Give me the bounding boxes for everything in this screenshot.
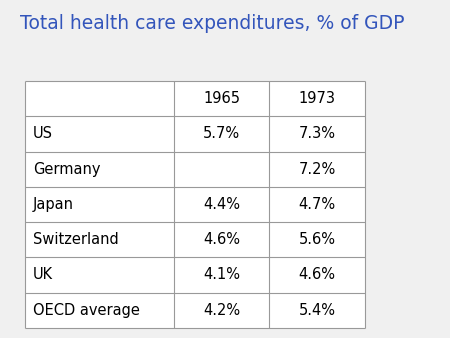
Text: 4.2%: 4.2% bbox=[203, 303, 240, 318]
Text: 5.7%: 5.7% bbox=[203, 126, 240, 142]
Text: UK: UK bbox=[33, 267, 53, 283]
Text: Switzerland: Switzerland bbox=[33, 232, 119, 247]
Text: 1965: 1965 bbox=[203, 91, 240, 106]
Text: US: US bbox=[33, 126, 53, 142]
Text: 1973: 1973 bbox=[298, 91, 335, 106]
Text: 4.4%: 4.4% bbox=[203, 197, 240, 212]
Text: Total health care expenditures, % of GDP: Total health care expenditures, % of GDP bbox=[20, 14, 405, 32]
Bar bbox=[25, 81, 364, 328]
Text: 4.6%: 4.6% bbox=[298, 267, 335, 283]
Text: Japan: Japan bbox=[33, 197, 74, 212]
Text: OECD average: OECD average bbox=[33, 303, 140, 318]
Text: 4.7%: 4.7% bbox=[298, 197, 336, 212]
Text: 5.4%: 5.4% bbox=[298, 303, 335, 318]
Text: 5.6%: 5.6% bbox=[298, 232, 335, 247]
Text: 7.3%: 7.3% bbox=[298, 126, 335, 142]
Text: 4.1%: 4.1% bbox=[203, 267, 240, 283]
Text: Germany: Germany bbox=[33, 162, 100, 177]
Text: 7.2%: 7.2% bbox=[298, 162, 336, 177]
Text: 4.6%: 4.6% bbox=[203, 232, 240, 247]
